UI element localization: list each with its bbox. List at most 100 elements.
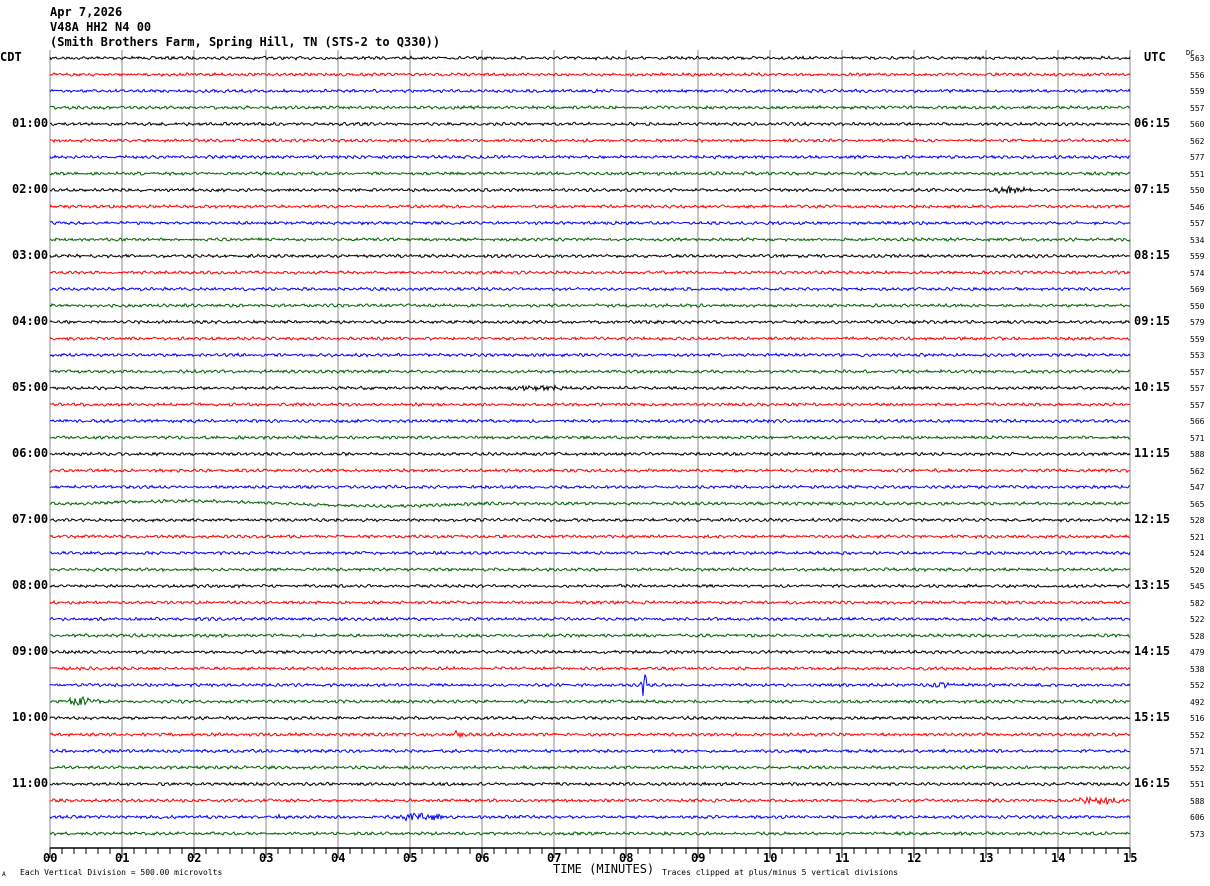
- dc-offset-value: 551: [1190, 780, 1205, 789]
- right-time-label: 16:15: [1134, 776, 1171, 790]
- trace-row-32: [49, 583, 1131, 589]
- dc-offset-value: 528: [1190, 631, 1205, 641]
- left-time-label: 08:00: [12, 578, 49, 592]
- trace-row-8: [49, 184, 1131, 195]
- dc-offset-value: 534: [1190, 235, 1205, 245]
- left-timezone: CDT: [0, 50, 22, 64]
- dc-offset-value: 550: [1190, 186, 1205, 195]
- x-tick-label: 01: [115, 851, 130, 865]
- trace-row-3: [49, 104, 1131, 111]
- right-time-label: 11:15: [1134, 446, 1171, 460]
- x-tick-label: 02: [187, 851, 202, 865]
- x-tick-label: 00: [43, 851, 58, 865]
- left-time-label: 03:00: [12, 248, 49, 262]
- trace-row-24: [49, 451, 1131, 457]
- trace-row-19: [49, 368, 1131, 375]
- dc-offset-value: 520: [1190, 565, 1205, 575]
- dc-offset-value: 566: [1190, 417, 1205, 426]
- trace-row-7: [49, 170, 1131, 177]
- corner-mark: A: [2, 871, 6, 878]
- trace-row-43: [49, 764, 1131, 771]
- x-tick-label: 08: [619, 851, 634, 865]
- dc-offset-value: 588: [1190, 450, 1205, 459]
- dc-offset-value: 562: [1190, 136, 1205, 146]
- dc-offset-value: 552: [1190, 730, 1205, 740]
- scale-note: Each Vertical Division = 500.00 microvol…: [20, 868, 223, 877]
- dc-offset-value: 559: [1190, 87, 1205, 96]
- channel-title: V48A HH2 N4 00: [50, 20, 152, 34]
- trace-row-40: [49, 715, 1131, 721]
- dc-offset-value: 552: [1190, 681, 1205, 690]
- dc-offset-value: 552: [1190, 763, 1205, 773]
- left-time-label: 02:00: [12, 182, 49, 196]
- dc-offset-value: 559: [1190, 252, 1205, 261]
- left-time-label: 04:00: [12, 314, 49, 328]
- right-time-label: 08:15: [1134, 248, 1171, 262]
- dc-offset-value: 571: [1190, 747, 1205, 756]
- right-timezone: UTC: [1144, 50, 1166, 64]
- dc-offset-value: 545: [1190, 582, 1205, 591]
- trace-row-6: [49, 154, 1131, 160]
- trace-row-25: [49, 467, 1131, 474]
- trace-row-46: [49, 812, 1131, 822]
- dc-offset-value: 557: [1190, 219, 1205, 228]
- dc-offset-value: 582: [1190, 598, 1205, 608]
- right-time-label: 15:15: [1134, 710, 1171, 724]
- trace-row-20: [49, 384, 1131, 393]
- dc-offset-value: 553: [1190, 351, 1205, 360]
- dc-offset-value: 550: [1190, 301, 1205, 311]
- trace-row-17: [49, 335, 1131, 342]
- trace-row-2: [49, 88, 1131, 94]
- right-time-label: 10:15: [1134, 380, 1171, 394]
- dc-offset-value: 579: [1190, 318, 1205, 327]
- dc-offset-value: 571: [1190, 433, 1205, 443]
- x-tick-label: 14: [1051, 851, 1066, 865]
- date-title: Apr 7,2026: [50, 5, 123, 19]
- left-time-label: 01:00: [12, 116, 49, 130]
- dc-offset-value: 528: [1190, 516, 1205, 525]
- dc-offset-value: 577: [1190, 153, 1205, 162]
- trace-row-26: [49, 484, 1131, 490]
- trace-row-21: [49, 401, 1131, 408]
- dc-offset-value: 562: [1190, 466, 1205, 476]
- dc-offset-value: 556: [1190, 70, 1205, 80]
- dc-offset-value: 559: [1190, 334, 1205, 344]
- left-time-label: 06:00: [12, 446, 49, 460]
- trace-row-10: [49, 220, 1131, 226]
- trace-row-35: [49, 632, 1131, 639]
- x-tick-label: 13: [979, 851, 994, 865]
- trace-row-38: [49, 674, 1131, 696]
- right-time-label: 07:15: [1134, 182, 1171, 196]
- trace-row-12: [49, 253, 1131, 259]
- right-time-label: 06:15: [1134, 116, 1171, 130]
- trace-row-4: [49, 121, 1131, 127]
- right-time-label: 14:15: [1134, 644, 1171, 658]
- dc-offset-value: 563: [1190, 54, 1205, 63]
- right-time-label: 13:15: [1134, 578, 1171, 592]
- right-time-label: 09:15: [1134, 314, 1171, 328]
- trace-row-14: [49, 286, 1131, 292]
- dc-offset-value: 521: [1190, 532, 1205, 542]
- trace-row-0: [49, 55, 1131, 61]
- dc-offset-value: 560: [1190, 120, 1205, 129]
- trace-row-47: [49, 830, 1131, 837]
- x-tick-label: 06: [475, 851, 490, 865]
- dc-offset-value: 573: [1190, 829, 1205, 839]
- dc-offset-value: 565: [1190, 499, 1205, 509]
- dc-offset-value: 546: [1190, 202, 1205, 212]
- left-time-label: 07:00: [12, 512, 49, 526]
- dc-offset-value: 588: [1190, 796, 1205, 806]
- trace-row-36: [49, 649, 1131, 655]
- left-time-label: 11:00: [12, 776, 49, 790]
- x-axis-title: TIME (MINUTES): [553, 862, 655, 876]
- trace-row-42: [49, 748, 1131, 754]
- dc-offset-value: 557: [1190, 384, 1205, 393]
- trace-row-31: [49, 566, 1131, 573]
- trace-row-34: [49, 616, 1131, 622]
- trace-row-1: [49, 71, 1131, 78]
- x-tick-label: 12: [907, 851, 922, 865]
- trace-row-28: [49, 517, 1131, 523]
- dc-offset-value: 557: [1190, 103, 1205, 113]
- trace-row-5: [49, 137, 1131, 144]
- trace-row-16: [49, 319, 1131, 325]
